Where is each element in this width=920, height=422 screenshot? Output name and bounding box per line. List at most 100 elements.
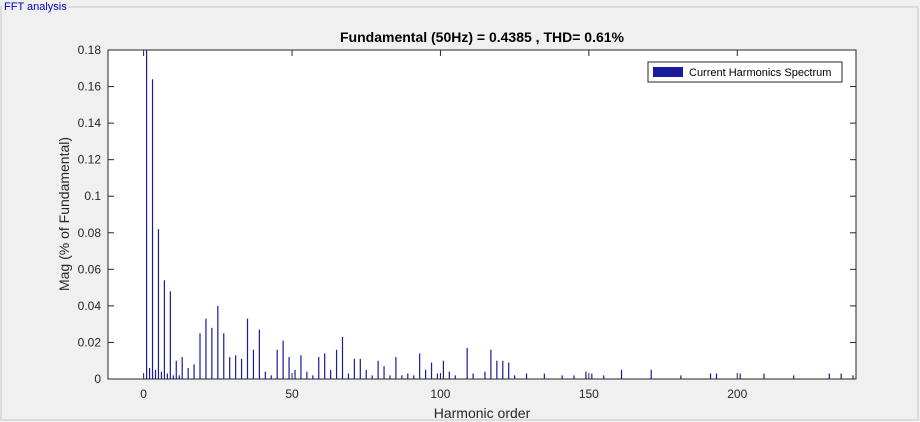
chart-title: Fundamental (50Hz) = 0.4385 , THD= 0.61%: [340, 29, 625, 45]
bar: [300, 355, 302, 379]
bar: [276, 349, 278, 379]
bar: [353, 358, 355, 379]
y-tick-label: 0.12: [78, 153, 102, 167]
bar: [181, 357, 183, 379]
y-tick-label: 0: [94, 372, 101, 386]
bar: [442, 360, 445, 379]
bar: [160, 371, 163, 379]
bar: [709, 373, 712, 379]
bar: [502, 360, 504, 379]
bar: [543, 373, 545, 379]
x-tick-label: 200: [727, 387, 747, 401]
panel-title: FFT analysis: [4, 1, 67, 13]
bar: [573, 375, 575, 379]
bar: [401, 375, 403, 379]
y-tick-label: 0.1: [84, 189, 101, 203]
bar: [288, 357, 290, 379]
bar: [407, 373, 409, 379]
bar: [229, 357, 231, 379]
legend-box: [647, 61, 843, 83]
bar: [199, 333, 201, 379]
bar: [148, 368, 151, 379]
bar: [419, 353, 421, 379]
y-tick-label: 0.04: [78, 299, 102, 313]
y-tick-label: 0.16: [78, 80, 102, 94]
bar: [294, 369, 296, 379]
bar: [312, 375, 314, 379]
bar: [472, 373, 474, 379]
x-tick-label: 100: [430, 387, 450, 401]
bar: [425, 369, 427, 379]
bar: [264, 371, 266, 379]
panel-title-bg: [2, 0, 68, 13]
bar: [620, 369, 623, 379]
bar: [591, 373, 593, 379]
x-tick-label: 0: [140, 387, 147, 401]
bar: [763, 373, 765, 379]
bar: [330, 369, 332, 379]
bar: [258, 329, 260, 379]
bar: [793, 375, 795, 379]
y-axis-label: Mag (% of Fundamental): [56, 137, 72, 291]
bar: [680, 375, 682, 379]
bar: [430, 362, 433, 379]
bar: [739, 373, 741, 379]
bar: [240, 358, 243, 379]
bar: [347, 373, 350, 379]
bar: [436, 373, 439, 379]
bar: [413, 375, 415, 379]
x-tick-label: 150: [579, 387, 599, 401]
bar: [395, 357, 397, 379]
bar: [193, 364, 195, 379]
bar: [359, 358, 361, 379]
bar: [145, 50, 148, 379]
bar: [585, 371, 587, 379]
bar: [157, 229, 160, 379]
bar: [603, 375, 605, 379]
bar: [172, 375, 174, 379]
bars: [145, 50, 854, 379]
bar: [324, 353, 326, 379]
bar: [270, 375, 272, 379]
panel-border: [0, 6, 919, 421]
bar: [217, 305, 219, 379]
bar: [175, 360, 177, 379]
bar: [187, 368, 189, 379]
bar: [514, 375, 516, 379]
bar: [561, 375, 563, 379]
bar: [448, 371, 450, 379]
bar: [715, 373, 718, 379]
bar: [335, 349, 338, 379]
bar: [166, 373, 168, 379]
bar: [211, 327, 213, 379]
y-tick-label: 0.14: [78, 116, 102, 130]
bar: [490, 349, 492, 379]
x-axis-label: Harmonic order: [434, 405, 531, 421]
bar: [318, 357, 320, 379]
bar: [377, 360, 379, 379]
bar: [223, 333, 225, 379]
y-tick-label: 0.02: [78, 335, 102, 349]
bar: [484, 371, 486, 379]
bar: [840, 373, 842, 379]
y-tick-label: 0.08: [78, 226, 102, 240]
bar: [365, 369, 367, 379]
bar: [389, 375, 391, 379]
legend-label: Current Harmonics Spectrum: [689, 67, 831, 79]
bar: [371, 375, 373, 379]
bar: [650, 369, 652, 379]
plot-area: [107, 49, 857, 380]
y-tick-label: 0.18: [78, 43, 102, 57]
bar: [828, 373, 830, 379]
bar: [508, 362, 510, 379]
bar: [306, 371, 308, 379]
bar: [525, 373, 528, 379]
bar: [252, 349, 255, 379]
bar: [341, 336, 344, 379]
bar: [154, 369, 157, 379]
x-tick-label: 50: [285, 387, 299, 401]
bar: [205, 318, 207, 379]
bar: [383, 366, 385, 379]
